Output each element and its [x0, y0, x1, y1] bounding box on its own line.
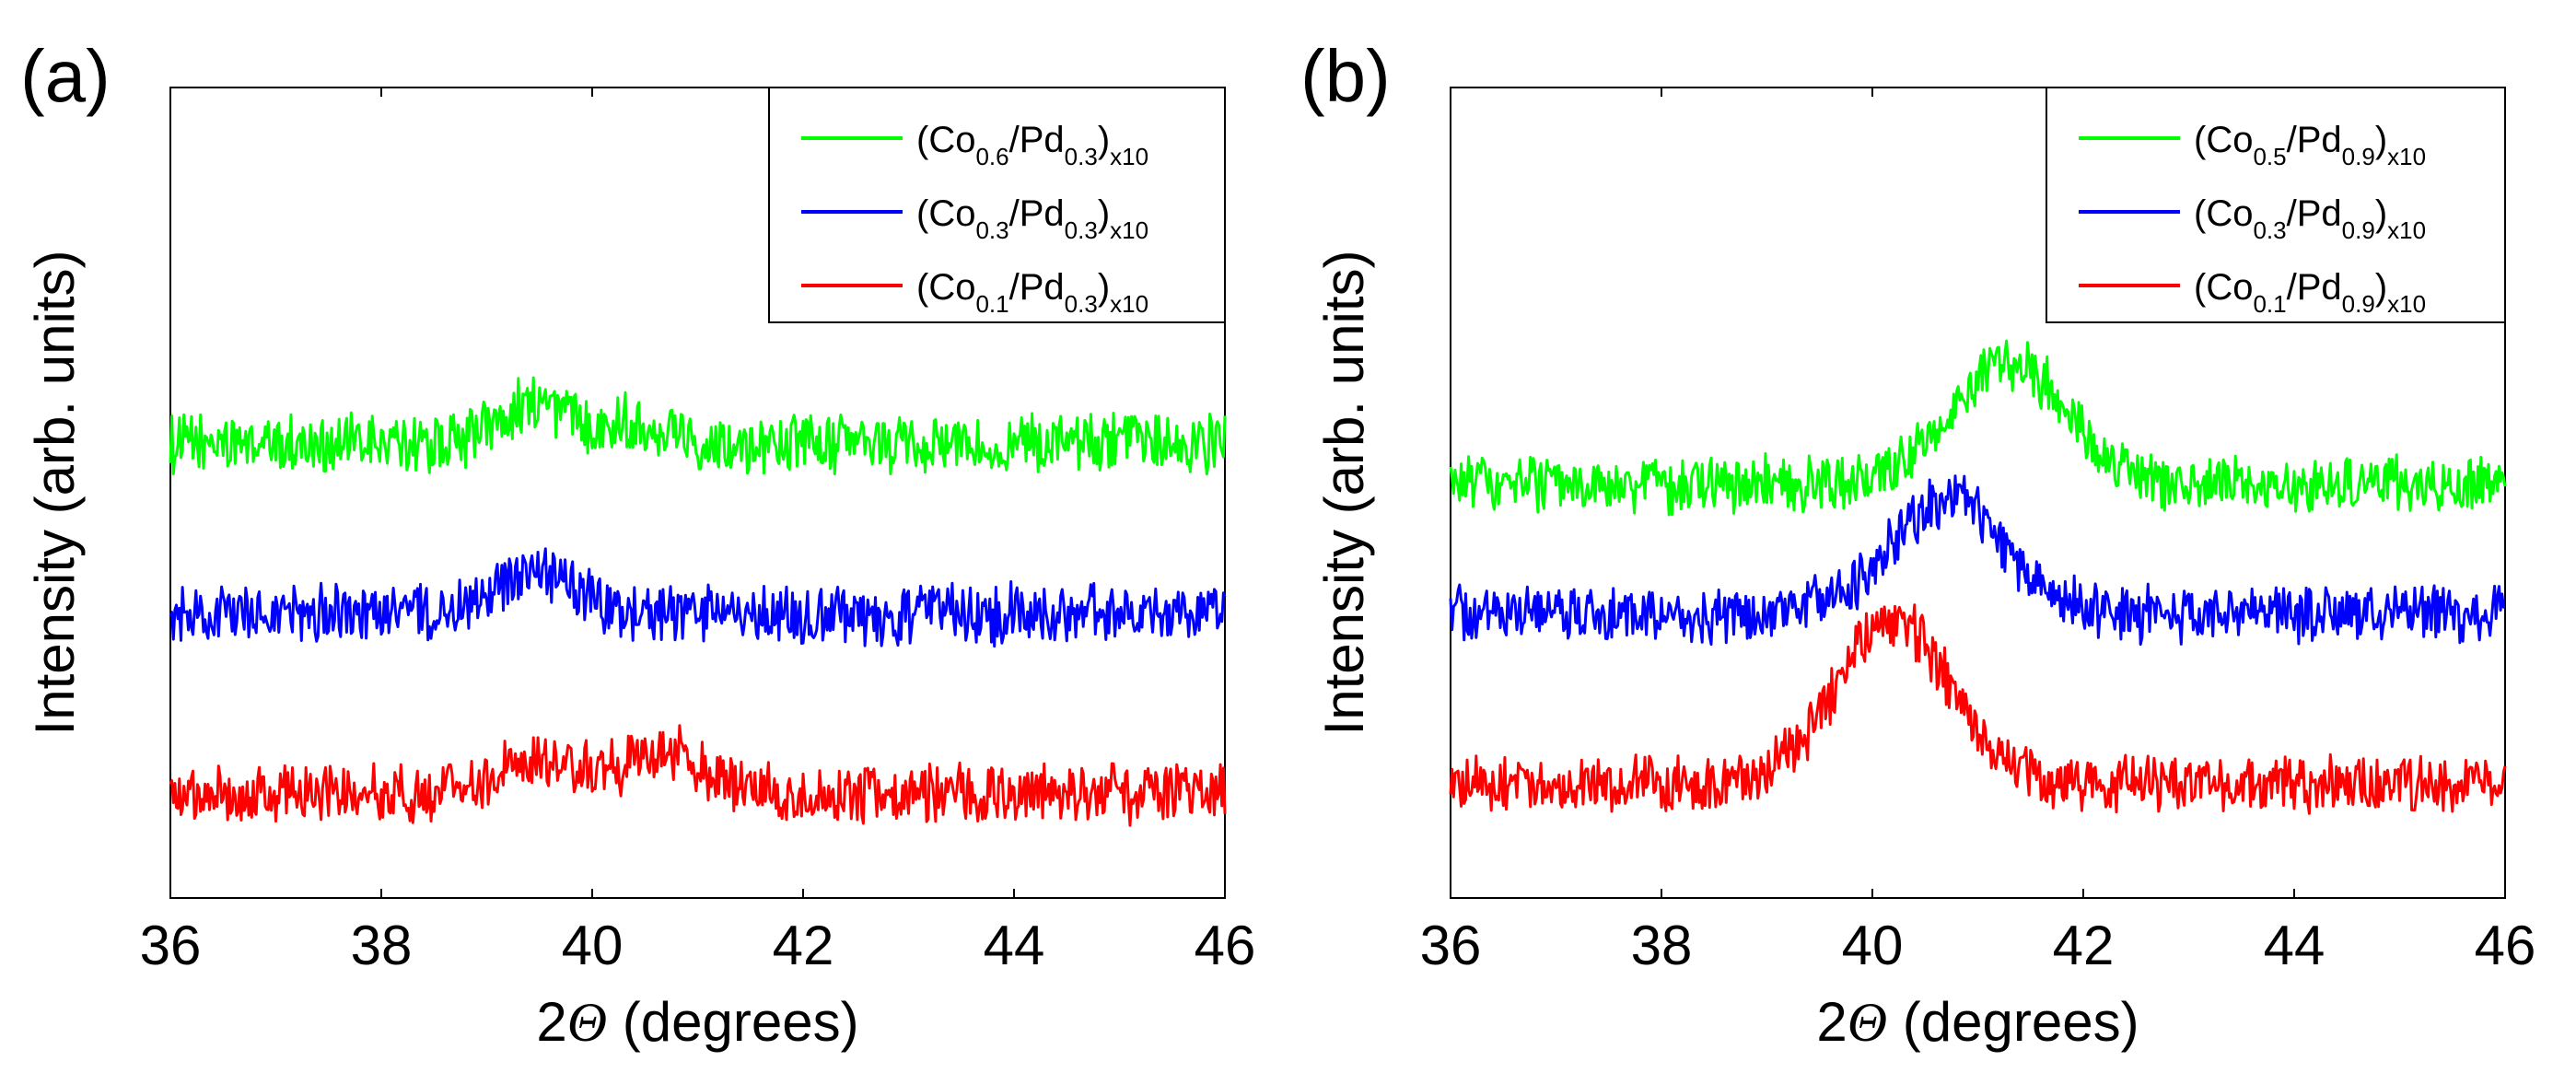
x-tick-label: 36	[1420, 915, 1482, 976]
legend-entry: (Co0.3/Pd0.3)x10	[916, 193, 1148, 244]
x-tick-label: 38	[1631, 915, 1693, 976]
series-line	[1449, 339, 2507, 517]
y-axis-label: Intensity (arb. units)	[24, 251, 86, 736]
legend-box	[768, 87, 1226, 323]
x-tick-label: 38	[351, 915, 413, 976]
x-tick-label: 40	[562, 915, 624, 976]
legend-entry: (Co0.3/Pd0.9)x10	[2194, 193, 2426, 244]
x-tick-label: 42	[2053, 915, 2115, 976]
series-line	[169, 376, 1227, 476]
legend-entry: (Co0.1/Pd0.3)x10	[916, 267, 1148, 318]
x-tick-label: 36	[140, 915, 202, 976]
y-axis-label: Intensity (arb. units)	[1313, 251, 1375, 736]
legend: (Co0.5/Pd0.9)x10 (Co0.3/Pd0.9)x10 (Co0.1/P…	[2046, 87, 2506, 323]
x-tick-label: 40	[1842, 915, 1904, 976]
series-line	[169, 724, 1227, 827]
series-line	[169, 547, 1227, 648]
legend-box	[2046, 87, 2506, 323]
panel-label: (a)	[20, 35, 111, 117]
plot-frame	[169, 87, 1226, 899]
x-tick-label: 44	[2264, 915, 2325, 976]
panel-label: (b)	[1300, 35, 1391, 117]
legend-entry: (Co0.5/Pd0.9)x10	[2194, 120, 2426, 170]
x-tick-label: 44	[984, 915, 1045, 976]
x-axis-label: 2Θ (degrees)	[536, 991, 858, 1053]
x-axis-label: 2Θ (degrees)	[1816, 991, 2139, 1053]
panel-a: (a) 36 38 40 42 44 46 2Θ (degrees) Intensity (ar…	[20, 35, 1255, 1053]
x-tick-label: 42	[773, 915, 834, 976]
x-tick-label: 46	[2475, 915, 2536, 976]
series-line	[1449, 474, 2506, 647]
panel-b: (b) 36 38 40 42 44 46 2Θ (degrees) Intensity (ar…	[1300, 35, 2535, 1053]
legend: (Co0.6/Pd0.3)x10 (Co0.3/Pd0.3)x10 (Co0.1/P…	[768, 87, 1226, 323]
legend-entry: (Co0.6/Pd0.3)x10	[916, 120, 1148, 170]
series-line	[1449, 603, 2507, 815]
x-tick-label: 46	[1195, 915, 1256, 976]
legend-entry: (Co0.1/Pd0.9)x10	[2194, 267, 2426, 318]
plot-frame	[1450, 87, 2506, 899]
